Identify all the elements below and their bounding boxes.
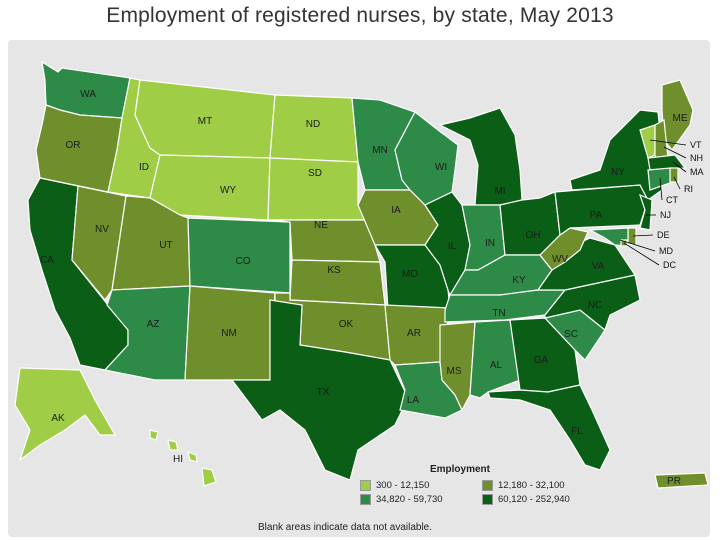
state-label-ma: MA [690,167,704,177]
leader-line-ma [672,161,687,173]
state-label-ny: NY [611,167,625,178]
state-wi [394,111,459,206]
legend-swatch-3 [360,494,371,505]
state-label-nd: ND [306,119,320,130]
state-nv [71,185,127,301]
state-label-ak: AK [51,413,65,424]
leader-line-md [619,239,656,252]
state-label-pr: PR [667,476,681,487]
state-label-ia: IA [391,205,401,216]
map-title: Employment of registered nurses, by stat… [106,4,614,27]
legend-label-1: 300 - 12,150 [376,480,430,491]
state-label-nj: NJ [660,210,671,220]
state-label-ca: CA [40,255,54,266]
state-label-va: VA [592,261,605,272]
state-label-mi: MI [494,186,505,197]
state-pr [654,472,709,489]
state-label-wy: WY [220,185,236,196]
state-label-de: DE [657,230,670,240]
state-label-ga: GA [534,355,549,366]
legend: Employment 300 - 12,150 12,180 - 32,100 … [360,464,620,514]
legend-label-3: 34,820 - 59,730 [376,494,443,505]
state-label-sd: SD [308,168,322,179]
state-label-wi: WI [435,162,447,173]
state-label-tn: TN [492,308,505,319]
state-label-in: IN [485,238,495,249]
state-label-al: AL [490,360,503,371]
state-tx [230,299,409,481]
state-label-mo: MO [402,269,418,280]
state-ct [647,167,671,191]
leader-line-ri [673,176,681,190]
state-label-ri: RI [684,184,693,194]
state-label-ut: UT [159,240,172,251]
state-label-ar: AR [407,328,421,339]
legend-item-3: 34,820 - 59,730 [360,494,443,505]
state-label-vt: VT [690,140,702,150]
state-label-nm: NM [221,328,237,339]
state-label-oh: OH [526,230,541,241]
state-label-ms: MS [447,366,462,377]
state-label-nv: NV [95,224,109,235]
legend-item-4: 60,120 - 252,940 [482,494,570,505]
state-label-ks: KS [327,265,341,276]
state-label-id: ID [139,162,149,173]
leader-line-dc [623,242,660,266]
state-label-il: IL [448,241,457,252]
state-label-or: OR [66,140,81,151]
state-label-nh: NH [690,153,703,163]
state-fl [487,384,611,471]
legend-item-2: 12,180 - 32,100 [482,480,565,491]
state-me [661,79,694,151]
state-label-me: ME [673,113,688,124]
state-label-az: AZ [147,319,160,330]
state-label-ky: KY [512,275,526,286]
state-label-dc: DC [663,260,676,270]
legend-swatch-2 [482,480,493,491]
legend-title: Employment [429,464,490,475]
state-label-ne: NE [314,220,328,231]
state-label-ok: OK [339,319,354,330]
state-label-wa: WA [80,89,96,100]
state-label-tx: TX [317,387,330,398]
state-label-ct: CT [666,195,678,205]
state-ri [669,167,679,183]
state-label-mn: MN [372,145,388,156]
state-hi [149,429,217,487]
legend-swatch-1 [360,480,371,491]
state-label-co: CO [236,256,251,267]
state-label-sc: SC [564,329,578,340]
leader-line-nh [663,146,687,159]
state-ak [14,367,117,462]
state-label-nc: NC [588,300,602,311]
legend-label-4: 60,120 - 252,940 [498,494,570,505]
state-label-hi: HI [173,454,183,465]
legend-label-2: 12,180 - 32,100 [498,480,565,491]
state-label-mt: MT [198,116,212,127]
state-nj [639,193,653,231]
state-label-pa: PA [590,210,603,221]
state-label-md: MD [659,246,673,256]
footnote: Blank areas indicate data not available. [258,522,433,533]
leader-line-de [632,234,654,237]
state-label-fl: FL [571,426,583,437]
state-label-la: LA [407,395,420,406]
state-ma [647,154,687,171]
legend-item-1: 300 - 12,150 [360,480,429,491]
state-label-wv: WV [552,254,568,265]
state-de [627,227,637,246]
leader-line-vt [649,139,687,146]
state-wy [149,154,271,221]
legend-swatch-4 [482,494,493,505]
state-nc [544,274,641,332]
leader-line-ct [659,177,663,201]
